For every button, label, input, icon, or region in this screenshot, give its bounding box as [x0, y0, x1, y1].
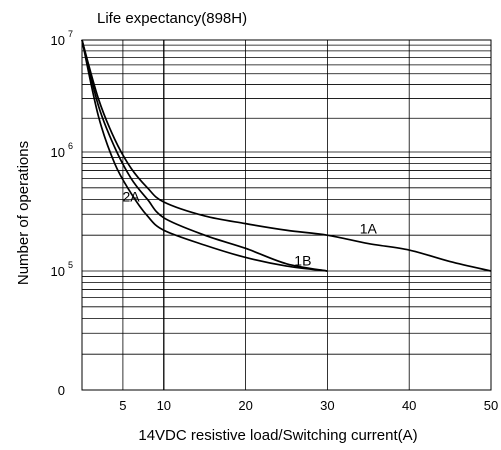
grid	[82, 40, 492, 390]
series-labels: 1A 1B 2A	[123, 188, 378, 268]
x-tick-label: 30	[320, 398, 334, 413]
x-tick-label: 10	[157, 398, 171, 413]
x-tick-label: 20	[238, 398, 252, 413]
x-tick-label: 50	[484, 398, 498, 413]
x-tick-label: 40	[402, 398, 416, 413]
series-lines	[81, 39, 492, 272]
plot-frame	[81, 39, 492, 391]
y-axis-label: Number of operations	[15, 141, 32, 285]
series-line-2a	[81, 39, 328, 272]
y-tick-exponent: 7	[68, 29, 73, 39]
series-line-1b	[81, 39, 328, 272]
series-label-1b: 1B	[294, 253, 311, 269]
y-tick-exponent: 6	[68, 141, 73, 151]
y-tick-label: 10	[51, 145, 65, 160]
y-tick-label: 10	[51, 264, 65, 279]
chart-title: Life expectancy(898H)	[97, 10, 247, 27]
y-tick-exponent: 5	[68, 260, 73, 270]
series-line-1a	[81, 39, 492, 272]
x-axis-label: 14VDC resistive load/Switching current(A…	[138, 427, 417, 444]
y-tick-label: 0	[58, 383, 65, 398]
x-tick-label: 5	[119, 398, 126, 413]
y-tick-label: 10	[51, 33, 65, 48]
series-label-1a: 1A	[360, 221, 378, 237]
series-label-2a: 2A	[123, 188, 141, 204]
